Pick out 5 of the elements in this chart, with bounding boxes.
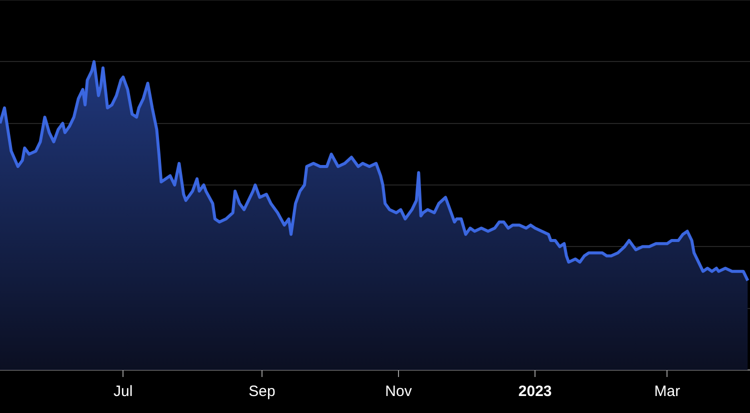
x-tick-label: 2023	[518, 383, 552, 400]
x-tick-label: Mar	[654, 383, 680, 400]
x-tick-label: Nov	[385, 383, 412, 400]
x-tick-label: Sep	[248, 383, 276, 400]
x-tick-label: Jul	[114, 383, 133, 400]
